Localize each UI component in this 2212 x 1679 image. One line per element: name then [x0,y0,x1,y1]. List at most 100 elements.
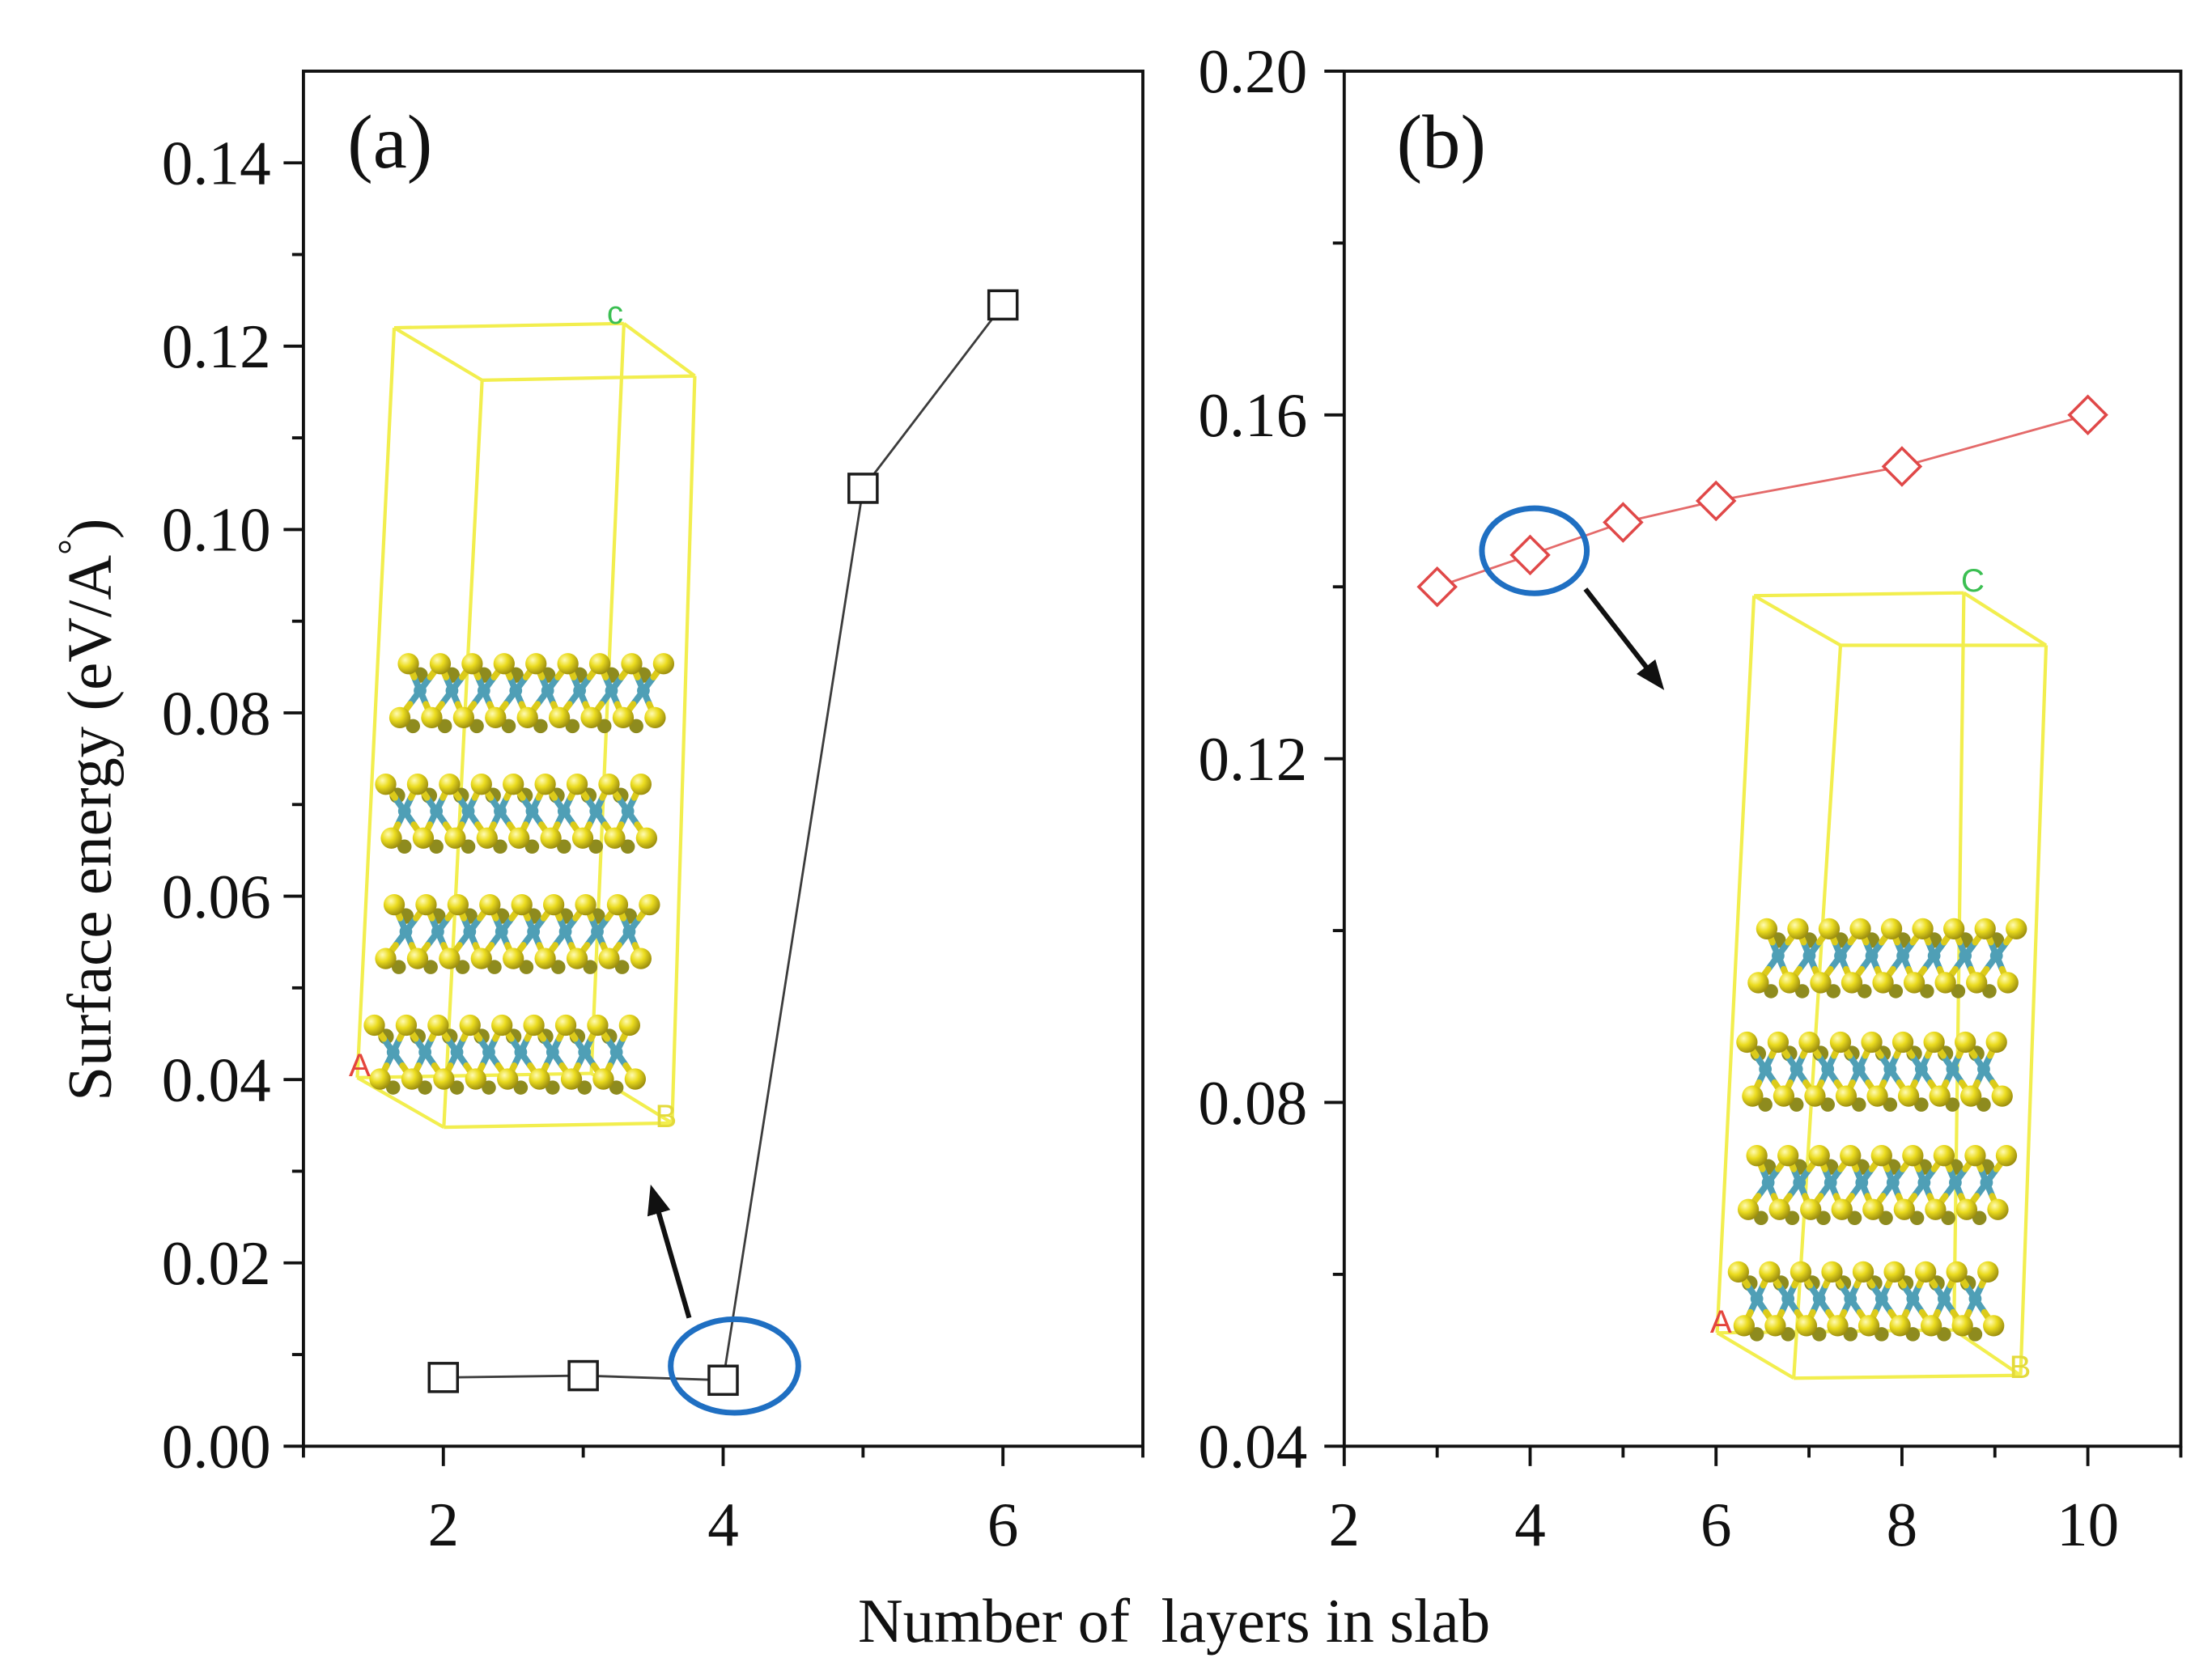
sulfur-atom [652,653,675,675]
sulfur-atom-back [557,839,571,854]
sulfur-atom [644,706,666,728]
plot-frame-b [1342,70,2183,1448]
metal-atom [591,925,604,939]
sulfur-atom [1736,1031,1758,1054]
sulfur-atom [540,827,562,849]
sulfur-atom [1742,1085,1764,1107]
metal-atom [1759,1062,1773,1076]
inset-a-b-axis-label: B [655,1098,677,1134]
y-tick-label: 0.10 [162,495,271,565]
unit-cell-edge [355,327,397,1078]
sulfur-atom [1929,1085,1951,1107]
unit-cell-box [355,321,697,1130]
sulfur-atom [1804,1085,1826,1107]
sulfur-atom [439,948,461,969]
sulfur-atom-back [588,839,604,854]
sulfur-atom [557,653,579,675]
sulfur-atom-back [493,839,507,854]
sulfur-atom [1773,1085,1795,1107]
sulfur-atom [363,1014,385,1037]
sulfur-atom-back [455,960,470,974]
sulfur-atom-back [609,1080,624,1095]
sulfur-atom [1880,918,1903,940]
y-tick-label: 0.12 [1198,724,1307,794]
series-b [1416,394,2108,608]
sulfur-atom [1934,972,1956,994]
unit-cell-edge [482,374,695,382]
sulfur-atom [388,706,411,728]
sulfur-atom [1818,918,1841,940]
sulfur-atom [1933,1145,1955,1167]
sulfur-atom [493,653,515,675]
sulfur-atom [612,706,635,728]
sulfur-atom [534,948,556,969]
sulfur-atom [461,653,483,675]
data-point-x8 [1881,446,1923,487]
sulfur-atom [1727,1261,1749,1283]
sulfur-atom [1747,972,1769,994]
sulfur-atom [476,827,498,849]
panel-b: C A B 0.04 0.08 0.12 0.16 0.20 2 4 6 8 10 (b) [1198,36,2183,1559]
sulfur-atom [639,893,660,916]
y-tick-label: 0.06 [162,862,271,931]
y-tick-label: 0.08 [1198,1068,1307,1138]
sulfur-atom [1764,1315,1786,1337]
sulfur-atom-back [513,1080,529,1095]
metal-atom [418,1045,432,1059]
sulfur-atom [465,1068,486,1090]
sulfur-atom [1787,918,1809,940]
unit-cell-edge [356,1075,445,1129]
sulfur-atom [1923,1031,1945,1054]
sulfur-atom-back [397,839,412,854]
sulfur-atom [1778,972,1801,994]
atomic-layer-1 [1747,918,2027,998]
metal-atom [1946,1062,1959,1076]
unit-cell-box [1715,591,2049,1380]
sulfur-atom [452,706,475,728]
metal-atom [558,925,572,939]
metal-atom [397,804,411,818]
sulfur-atom [560,1068,583,1090]
metal-atom [463,925,477,939]
sulfur-atom-back [565,719,580,734]
sulfur-atom [397,653,419,675]
sulfur-atom-back [487,960,502,974]
sulfur-atom-back [583,960,597,974]
sulfur-atom-back [597,719,612,734]
crystal-structure-inset-b [1715,591,2049,1380]
sulfur-atom [548,706,571,728]
inset-a-c-axis-label: c [607,295,623,331]
sulfur-atom [621,653,643,675]
unit-cell-edge [1716,1331,1795,1380]
metal-atom [1906,1292,1920,1306]
sulfur-atom [1810,972,1832,994]
unit-cell-edge [442,379,484,1128]
highlight-ellipse [1479,505,1590,596]
sulfur-atom [439,774,461,795]
inset-b-a-axis-label: A [1710,1304,1732,1340]
crystal-structure-inset-a [355,321,697,1130]
panel-label-a: (a) [347,100,432,184]
metal-atom [1959,949,1972,963]
x-tick-label: 4 [707,1490,739,1559]
sulfur-atom-back [405,719,421,734]
sulfur-atom [415,893,437,916]
data-point-x6 [987,289,1019,321]
sulfur-atom [395,1014,418,1037]
metal-atom [477,684,490,697]
metal-atom [431,925,444,939]
sulfur-atom [375,774,397,795]
metal-atom [495,925,508,939]
sulfur-atom [1829,1031,1852,1054]
metal-atom [1772,949,1785,963]
metal-atom [482,1045,495,1059]
sulfur-atom [1857,1315,1880,1337]
sulfur-atom [1768,1198,1790,1220]
x-tick-label: 4 [1514,1490,1546,1559]
sulfur-atom [421,706,443,728]
plot-frame-a [301,70,1144,1448]
metal-atom [386,1045,400,1059]
metal-atom [527,925,541,939]
sulfur-atom-back [501,719,516,734]
